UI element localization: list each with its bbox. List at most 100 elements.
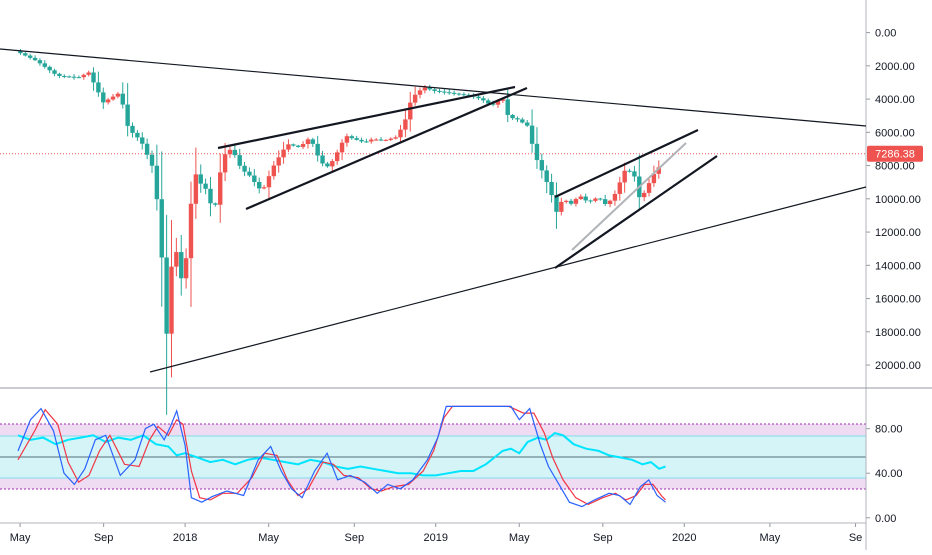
candle-body [169, 266, 174, 334]
grey-channel-line[interactable] [571, 142, 687, 251]
candle-body [140, 137, 145, 144]
candle-body [495, 100, 501, 105]
candle-body [218, 172, 223, 205]
candle-body [32, 57, 38, 61]
candle [563, 199, 569, 204]
candle [18, 49, 23, 55]
candle [300, 141, 306, 150]
candle [315, 135, 320, 162]
candle-body [325, 163, 330, 167]
candle-body [281, 149, 286, 158]
last-price-text: 7286.38 [875, 149, 915, 161]
candle-body [105, 99, 111, 103]
time-axis[interactable]: May Sep 2018 May Sep 2019 May Sep 2020 May Se [10, 523, 863, 544]
time-tick-label: May [760, 532, 781, 544]
wedge-2018-upper-line[interactable] [217, 85, 516, 150]
stoch-d-line [17, 405, 666, 506]
wedge-2019-lower-line[interactable] [554, 155, 718, 269]
drawings[interactable] [0, 48, 867, 373]
candle [32, 55, 38, 62]
last-price-label: 7286.38 [867, 145, 923, 162]
candle-body [149, 154, 155, 166]
candle [183, 248, 189, 289]
candle-body [461, 94, 467, 96]
candle [120, 82, 125, 109]
candle [242, 161, 247, 177]
candle-body [339, 142, 345, 153]
candle-body [622, 170, 627, 183]
candle-body [383, 139, 389, 141]
candle-body [641, 192, 647, 198]
candle [325, 161, 330, 168]
candle [305, 137, 311, 149]
candle-body [646, 183, 652, 193]
candle-body [193, 174, 199, 204]
time-tick-label: May [10, 532, 31, 544]
price-tick-label: 18000.00 [875, 327, 921, 339]
candle-body [71, 76, 77, 78]
candle-body [588, 200, 593, 202]
candle [456, 92, 462, 96]
candle-body [300, 144, 306, 147]
candle [442, 89, 447, 95]
candle-body [612, 193, 618, 201]
candle-body [456, 93, 462, 95]
long-resistance-trendline[interactable] [0, 48, 867, 127]
stoch-tick-label: 80.00 [875, 424, 903, 436]
candle [203, 178, 208, 195]
price-tick-label: 12000.00 [875, 227, 921, 239]
candle-body [47, 66, 52, 71]
candle-body [525, 122, 530, 126]
candle-body [179, 252, 184, 279]
candle [174, 237, 179, 277]
candle-body [330, 161, 335, 167]
candle [627, 168, 632, 173]
candle [364, 138, 369, 143]
wedge-2019-upper-line[interactable] [554, 129, 699, 198]
candle [154, 144, 160, 211]
candle-body [554, 195, 559, 212]
candle-body [598, 198, 603, 200]
candle [115, 92, 121, 99]
candle-body [183, 258, 189, 279]
candle [447, 89, 452, 95]
candle-body [242, 165, 247, 172]
time-tick-label: Sep [94, 532, 114, 544]
candle [549, 173, 554, 203]
candle [393, 135, 398, 140]
candle-body [388, 138, 393, 140]
candlestick-series[interactable] [18, 49, 661, 415]
candle-body [135, 132, 140, 138]
time-tick-label: Se [849, 532, 862, 544]
candle [286, 139, 291, 153]
time-tick-label: Sep [593, 532, 613, 544]
candle [135, 130, 140, 141]
candle-body [559, 201, 564, 212]
candle [525, 119, 530, 128]
candle-body [222, 154, 228, 173]
price-tick-label: 0.00 [875, 28, 896, 40]
candle-body [583, 196, 588, 201]
price-axis[interactable]: 0.00 2000.00 4000.00 6000.00 8000.00 10000.00… [866, 28, 921, 372]
candle-body [286, 144, 291, 150]
candle-body [549, 182, 554, 196]
candle-body [398, 129, 403, 138]
candle-body [451, 92, 457, 94]
candle [408, 91, 413, 132]
candle [612, 190, 618, 206]
candle-body [154, 165, 160, 200]
stoch-axis[interactable]: 80.00 40.00 0.00 [866, 424, 903, 525]
candle [412, 86, 418, 106]
wedge-2018-lower-line[interactable] [245, 86, 528, 211]
candle-body [481, 98, 486, 101]
candle [539, 153, 545, 179]
candle-body [144, 143, 150, 155]
candle [261, 184, 267, 190]
long-support-trendline[interactable] [149, 186, 867, 373]
candle-body [125, 104, 130, 126]
candle [86, 70, 91, 77]
candle [534, 127, 540, 169]
candle [232, 144, 238, 158]
